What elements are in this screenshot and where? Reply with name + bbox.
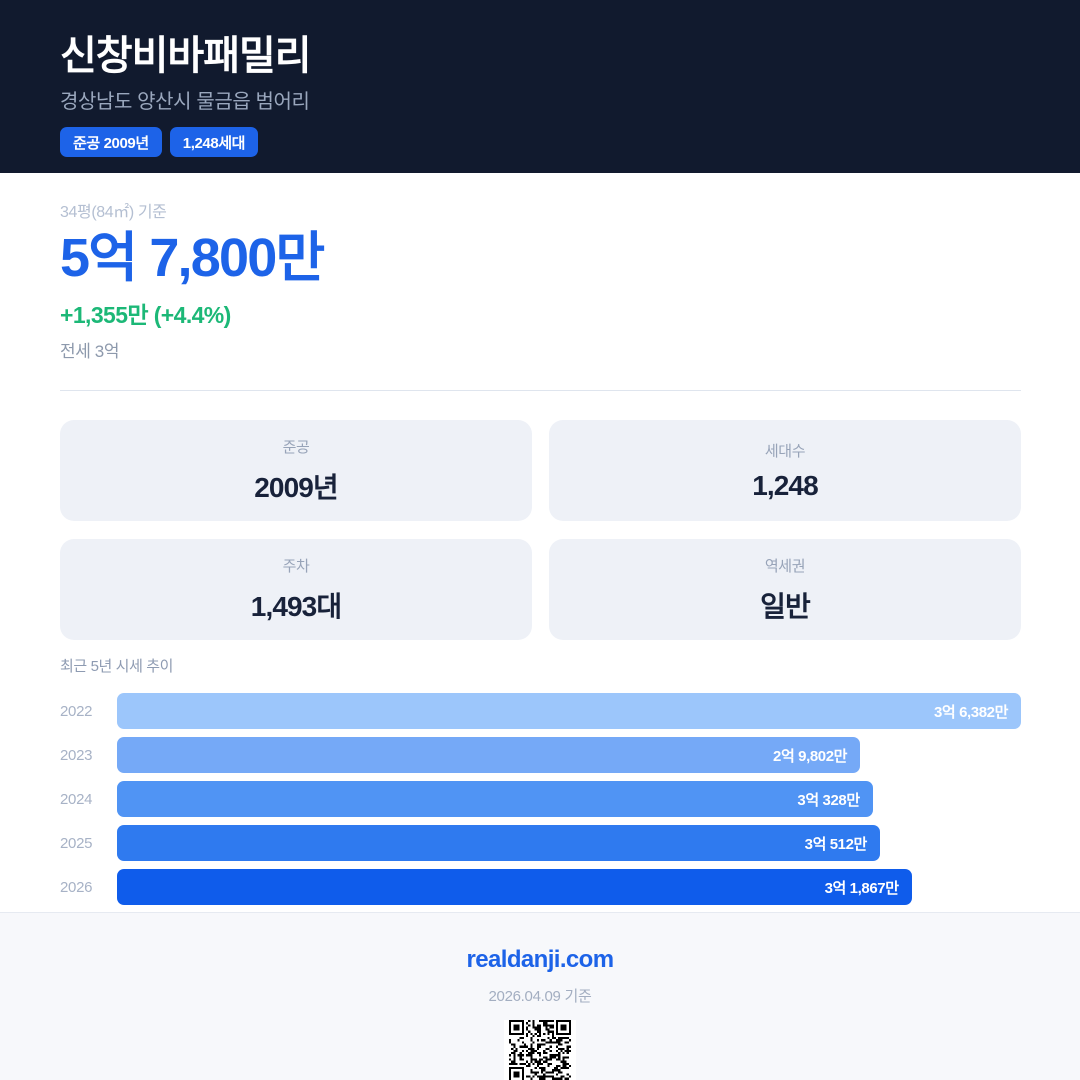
price-basis-label: 34평(84㎡) 기준: [60, 204, 167, 221]
chart-bar-fill: 2억 9,802만: [117, 737, 861, 773]
price-main-value: 5억 7,800만: [60, 228, 325, 288]
chart-bar-value-label: 3억 1,867만: [824, 879, 899, 897]
stat-card-label: 역세권: [764, 557, 806, 575]
chart-bar-track: 3억 1,867만: [117, 869, 1021, 905]
price-change-value: +1,355만 (+4.4%): [60, 302, 231, 329]
chart-bar-year-label: 2022: [60, 702, 93, 720]
footer-date-label: 2026.04.09 기준: [488, 988, 592, 1005]
badge-household-count: 1,248세대: [169, 127, 259, 157]
chart-bar-row: 2024 3억 328만: [60, 777, 1021, 821]
stat-card-value: 1,248: [752, 469, 818, 501]
chart-bar-row: 2025 3억 512만: [60, 821, 1021, 865]
chart-bar-value-label: 3억 328만: [797, 791, 860, 809]
chart-bar-fill: 3억 328만: [117, 781, 873, 817]
badge-row: 준공 2009년 1,248세대: [60, 127, 1021, 157]
stat-card-value: 2009년: [254, 471, 338, 503]
qr-code-svg: [509, 1020, 571, 1080]
chart-bar-fill: 3억 512만: [117, 825, 880, 861]
chart-bar-list: 2022 3억 6,382만 2023 2억 9,802만 2024 3억 328만 202…: [60, 689, 1021, 909]
stat-card-value: 일반: [760, 590, 811, 622]
stat-card-label: 세대수: [764, 442, 806, 460]
stat-card-value: 1,493대: [250, 590, 342, 622]
badge-completion-year: 준공 2009년: [60, 127, 162, 157]
header-banner: 신창비바패밀리 경상남도 양산시 물금읍 범어리 준공 2009년 1,248세…: [0, 0, 1080, 173]
chart-bar-year-label: 2026: [60, 878, 93, 896]
chart-bar-value-label: 3억 6,382만: [933, 703, 1008, 721]
chart-bar-value-label: 3억 512만: [804, 835, 868, 853]
chart-bar-year-label: 2025: [60, 834, 93, 852]
stat-card-grid: 준공 2009년 세대수 1,248 주차 1,493대 역세권 일반: [60, 420, 1021, 640]
header-content: 신창비바패밀리 경상남도 양산시 물금읍 범어리 준공 2009년 1,248세…: [60, 0, 1021, 157]
qr-code-icon: [504, 1020, 576, 1080]
chart-bar-track: 2억 9,802만: [117, 737, 1021, 773]
chart-bar-row: 2026 3억 1,867만: [60, 865, 1021, 909]
chart-title: 최근 5년 시세 추이: [60, 658, 174, 675]
stat-card-label: 주차: [282, 557, 310, 575]
footer: realdanji.com 2026.04.09 기준: [0, 912, 1080, 1080]
address-subtitle: 경상남도 양산시 물금읍 범어리: [60, 91, 310, 113]
stat-card-label: 준공: [282, 438, 310, 456]
chart-bar-row: 2023 2억 9,802만: [60, 733, 1021, 777]
jeonse-price-value: 전세 3억: [60, 342, 120, 362]
chart-bar-track: 3억 328만: [117, 781, 1021, 817]
chart-bar-fill: 3억 1,867만: [117, 869, 912, 905]
chart-bar-year-label: 2023: [60, 746, 93, 764]
stat-card-parking: 주차 1,493대: [60, 539, 532, 640]
chart-bar-track: 3억 512만: [117, 825, 1021, 861]
stat-card-subway-access: 역세권 일반: [549, 539, 1021, 640]
stat-card-households: 세대수 1,248: [549, 420, 1021, 521]
chart-bar-value-label: 2억 9,802만: [773, 747, 848, 765]
chart-bar-row: 2022 3억 6,382만: [60, 689, 1021, 733]
footer-site-link[interactable]: realdanji.com: [466, 946, 615, 973]
section-divider: [60, 390, 1021, 391]
chart-bar-year-label: 2024: [60, 790, 93, 808]
price-trend-chart: 최근 5년 시세 추이 2022 3억 6,382만 2023 2억 9,802만 20…: [60, 655, 1021, 909]
page-title: 신창비바패밀리: [60, 34, 312, 78]
chart-bar-fill: 3억 6,382만: [117, 693, 1021, 729]
chart-bar-track: 3억 6,382만: [117, 693, 1021, 729]
stat-card-completion: 준공 2009년: [60, 420, 532, 521]
price-summary: 34평(84㎡) 기준 5억 7,800만 +1,355만 (+4.4%) 전세…: [60, 173, 1021, 362]
